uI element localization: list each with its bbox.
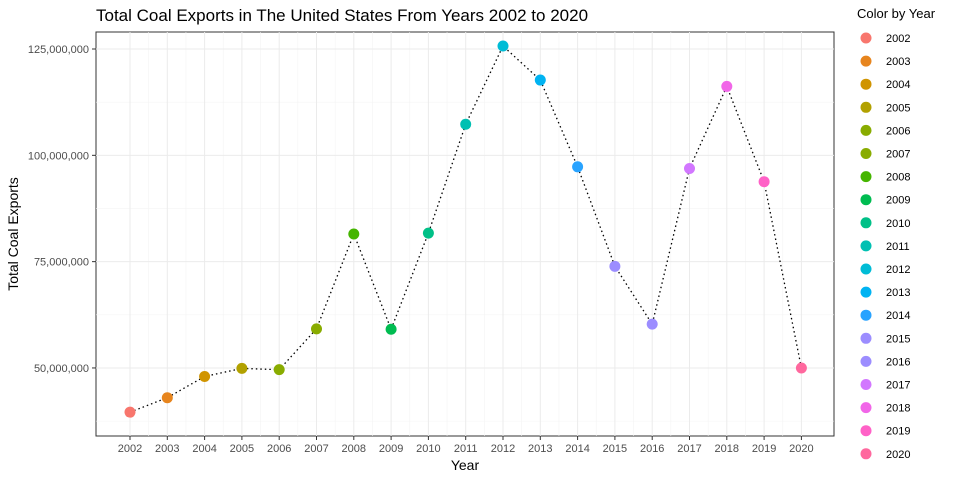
legend-key [860, 379, 872, 390]
legend-label: 2020 [886, 449, 910, 461]
x-tick-label: 2002 [118, 443, 142, 455]
legend-label: 2006 [886, 125, 910, 137]
x-tick-label: 2003 [155, 443, 179, 455]
y-tick-label: 75,000,000 [34, 257, 89, 269]
legend-key [860, 148, 872, 159]
data-point [422, 227, 434, 239]
x-tick-label: 2009 [379, 443, 403, 455]
legend: 2002 2003 2004 2005 2006 2007 2008 2009 2010 2011… [860, 32, 910, 461]
legend-key [860, 332, 872, 344]
data-point [236, 362, 248, 374]
legend-key [860, 448, 872, 460]
legend-key [860, 171, 872, 183]
x-tick-label: 2008 [342, 443, 366, 455]
data-point [161, 392, 173, 404]
legend-key [860, 355, 872, 367]
data-point [795, 362, 807, 374]
x-tick-label: 2020 [789, 443, 813, 455]
legend-label: 2005 [886, 102, 910, 114]
legend-label: 2004 [886, 79, 910, 91]
data-point [348, 228, 360, 240]
data-point [609, 260, 621, 272]
y-axis-title: Total Coal Exports [5, 177, 21, 291]
x-tick-label: 2016 [640, 443, 664, 455]
data-point [199, 370, 211, 382]
legend-label: 2008 [886, 172, 910, 184]
y-tick-label: 125,000,000 [28, 44, 89, 56]
legend-label: 2014 [886, 310, 910, 322]
legend-key [860, 286, 872, 298]
legend-key [860, 194, 872, 206]
legend-label: 2009 [886, 195, 910, 207]
x-tick-label: 2014 [565, 443, 589, 455]
legend-key [860, 402, 872, 414]
legend-key [860, 78, 872, 90]
data-point [684, 163, 695, 175]
data-point [572, 161, 584, 173]
data-point [721, 80, 733, 92]
legend-key [860, 217, 872, 229]
legend-label: 2012 [886, 264, 910, 276]
data-point [124, 406, 136, 418]
x-tick-label: 2005 [230, 443, 254, 455]
x-tick-label: 2015 [603, 443, 627, 455]
legend-key [860, 309, 872, 321]
data-point [758, 176, 770, 188]
legend-key [860, 240, 872, 252]
data-point [460, 118, 472, 130]
y-tick-label: 50,000,000 [34, 363, 89, 375]
legend-label: 2016 [886, 356, 910, 368]
data-point [273, 364, 285, 376]
legend-key [860, 32, 872, 44]
legend-label: 2017 [886, 380, 910, 392]
x-tick-label: 2004 [192, 443, 216, 455]
legend-label: 2011 [886, 241, 910, 253]
legend-key [860, 101, 872, 113]
legend-label: 2007 [886, 149, 910, 161]
legend-label: 2013 [886, 287, 910, 299]
legend-label: 2019 [886, 426, 910, 438]
y-tick-label: 100,000,000 [28, 150, 89, 162]
x-tick-label: 2017 [677, 443, 701, 455]
legend-key [860, 55, 872, 67]
x-axis-title: Year [451, 457, 480, 473]
legend-label: 2015 [886, 333, 910, 345]
legend-label: 2002 [886, 33, 910, 45]
legend-label: 2010 [886, 218, 910, 230]
data-point [534, 74, 546, 86]
x-tick-label: 2007 [304, 443, 328, 455]
x-tick-label: 2019 [752, 443, 776, 455]
legend-key [860, 124, 872, 136]
y-axis-ticks: 50,000,000 75,000,000 100,000,000 125,000,0… [28, 44, 96, 375]
data-points-layer [124, 40, 807, 418]
data-point [646, 318, 658, 330]
data-point [385, 323, 397, 335]
x-tick-label: 2011 [454, 443, 478, 455]
x-tick-label: 2018 [715, 443, 739, 455]
data-point [311, 323, 322, 335]
x-tick-label: 2010 [416, 443, 440, 455]
x-tick-label: 2012 [491, 443, 515, 455]
chart-title: Total Coal Exports in The United States … [96, 6, 588, 25]
x-tick-label: 2013 [528, 443, 552, 455]
legend-label: 2003 [886, 56, 910, 68]
legend-key [860, 425, 872, 437]
legend-title: Color by Year [857, 6, 936, 21]
minor-gridlines [96, 32, 834, 436]
data-point [497, 40, 509, 52]
x-tick-label: 2006 [267, 443, 291, 455]
plot-panel [95, 31, 835, 437]
legend-key [860, 263, 872, 275]
x-axis-ticks: 2002 2003 2004 2005 2006 2007 2008 2009 2010 2011… [118, 436, 814, 455]
legend-label: 2018 [886, 403, 910, 415]
